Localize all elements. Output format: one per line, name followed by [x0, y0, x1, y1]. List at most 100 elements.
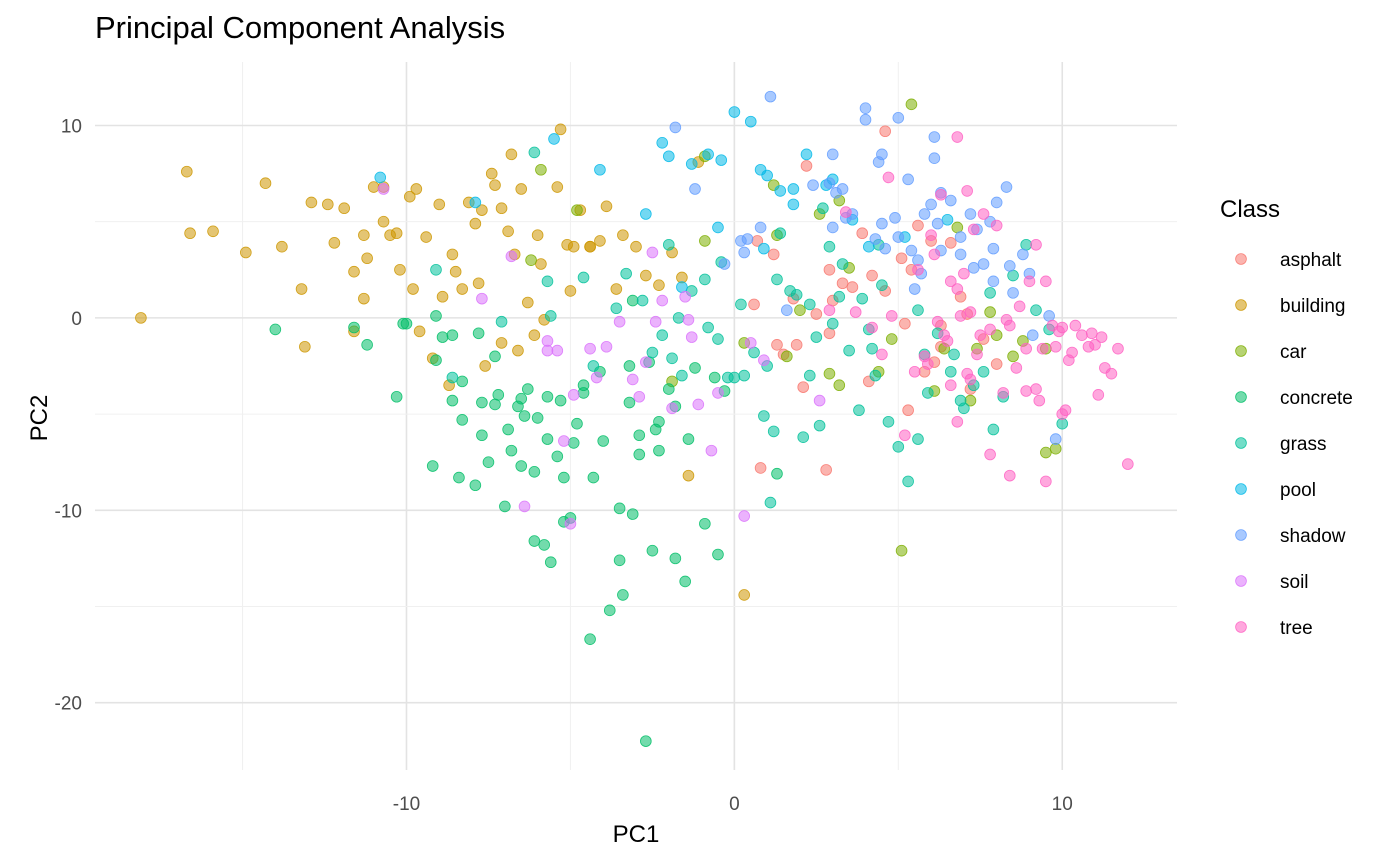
point-tree — [1112, 342, 1124, 355]
point-building — [295, 283, 308, 295]
point-tree — [938, 329, 951, 341]
point-grass — [702, 321, 714, 334]
point-shadow — [1000, 181, 1013, 193]
point-grass — [823, 240, 836, 253]
point-soil — [758, 354, 770, 367]
point-building — [495, 202, 508, 215]
point-tree — [922, 358, 934, 370]
point-building — [535, 258, 547, 270]
point-concrete — [430, 354, 442, 367]
point-building — [358, 292, 370, 305]
point-tree — [951, 131, 964, 143]
point-building — [181, 165, 193, 178]
point-pool — [862, 240, 875, 253]
point-shadow — [967, 262, 980, 274]
point-concrete — [669, 552, 682, 565]
point-pool — [712, 221, 724, 234]
point-shadow — [807, 179, 819, 191]
point-concrete — [771, 467, 783, 480]
series-car — [525, 98, 1062, 557]
point-tree — [908, 365, 921, 378]
point-car — [895, 544, 908, 557]
point-grass — [610, 302, 623, 315]
point-tree — [935, 188, 947, 201]
point-tree — [1076, 329, 1088, 341]
point-tree — [1036, 342, 1049, 355]
point-pool — [715, 154, 728, 166]
x-tick-label: 0 — [729, 794, 740, 815]
point-concrete — [554, 394, 567, 407]
point-grass — [977, 365, 990, 378]
point-tree — [964, 306, 977, 318]
point-grass — [954, 394, 967, 407]
point-concrete — [541, 433, 554, 445]
point-soil — [738, 510, 750, 522]
point-grass — [853, 404, 865, 417]
point-building — [531, 229, 544, 241]
point-grass — [620, 267, 632, 280]
point-soil — [626, 373, 639, 386]
point-concrete — [476, 429, 488, 442]
point-soil — [476, 292, 488, 305]
legend-key — [1235, 391, 1247, 403]
legend-item-building: building — [1235, 296, 1346, 317]
point-tree — [1040, 275, 1052, 288]
point-grass — [912, 433, 924, 445]
point-asphalt — [810, 308, 823, 320]
point-shadow — [1003, 260, 1016, 272]
point-concrete — [541, 390, 554, 403]
point-car — [571, 204, 583, 216]
series-asphalt — [748, 125, 1003, 476]
point-building — [469, 217, 482, 230]
legend-key — [1235, 437, 1247, 449]
point-tree — [1030, 238, 1042, 251]
point-grass — [446, 371, 459, 384]
point-building — [305, 196, 318, 209]
point-building — [433, 198, 446, 211]
point-building — [551, 181, 564, 193]
point-car — [1040, 446, 1052, 459]
point-shadow — [902, 173, 914, 186]
point-building — [184, 227, 196, 240]
point-building — [394, 263, 406, 276]
point-asphalt — [771, 339, 783, 351]
point-soil — [679, 290, 691, 303]
point-grass — [528, 146, 541, 159]
point-concrete — [521, 383, 534, 395]
point-concrete — [649, 423, 662, 436]
x-tick-label: 10 — [1052, 794, 1073, 815]
point-concrete — [348, 321, 360, 334]
point-building — [384, 229, 396, 241]
point-building — [502, 225, 514, 238]
point-pool — [702, 148, 714, 161]
point-concrete — [708, 371, 721, 384]
point-tree — [1105, 367, 1118, 380]
point-tree — [876, 348, 888, 361]
point-car — [984, 306, 996, 318]
point-shadow — [836, 183, 849, 195]
point-building — [276, 240, 288, 253]
point-tree — [977, 208, 990, 220]
point-concrete — [430, 310, 442, 322]
point-concrete — [446, 329, 459, 341]
point-building — [410, 183, 423, 195]
legend-key — [1235, 345, 1247, 357]
point-concrete — [499, 500, 511, 513]
point-shadow — [905, 244, 918, 257]
point-building — [594, 235, 606, 247]
point-concrete — [515, 460, 528, 472]
legend-key — [1235, 299, 1247, 311]
point-building — [495, 337, 508, 349]
point-soil — [705, 444, 718, 457]
point-tree — [1013, 300, 1026, 313]
point-asphalt — [866, 269, 878, 282]
point-shadow — [928, 131, 941, 143]
point-concrete — [646, 544, 659, 557]
point-shadow — [876, 217, 888, 230]
point-asphalt — [823, 327, 836, 340]
point-tree — [1085, 327, 1098, 340]
point-shadow — [869, 233, 882, 245]
point-asphalt — [823, 263, 836, 276]
point-soil — [558, 435, 570, 447]
point-soil — [744, 337, 757, 349]
